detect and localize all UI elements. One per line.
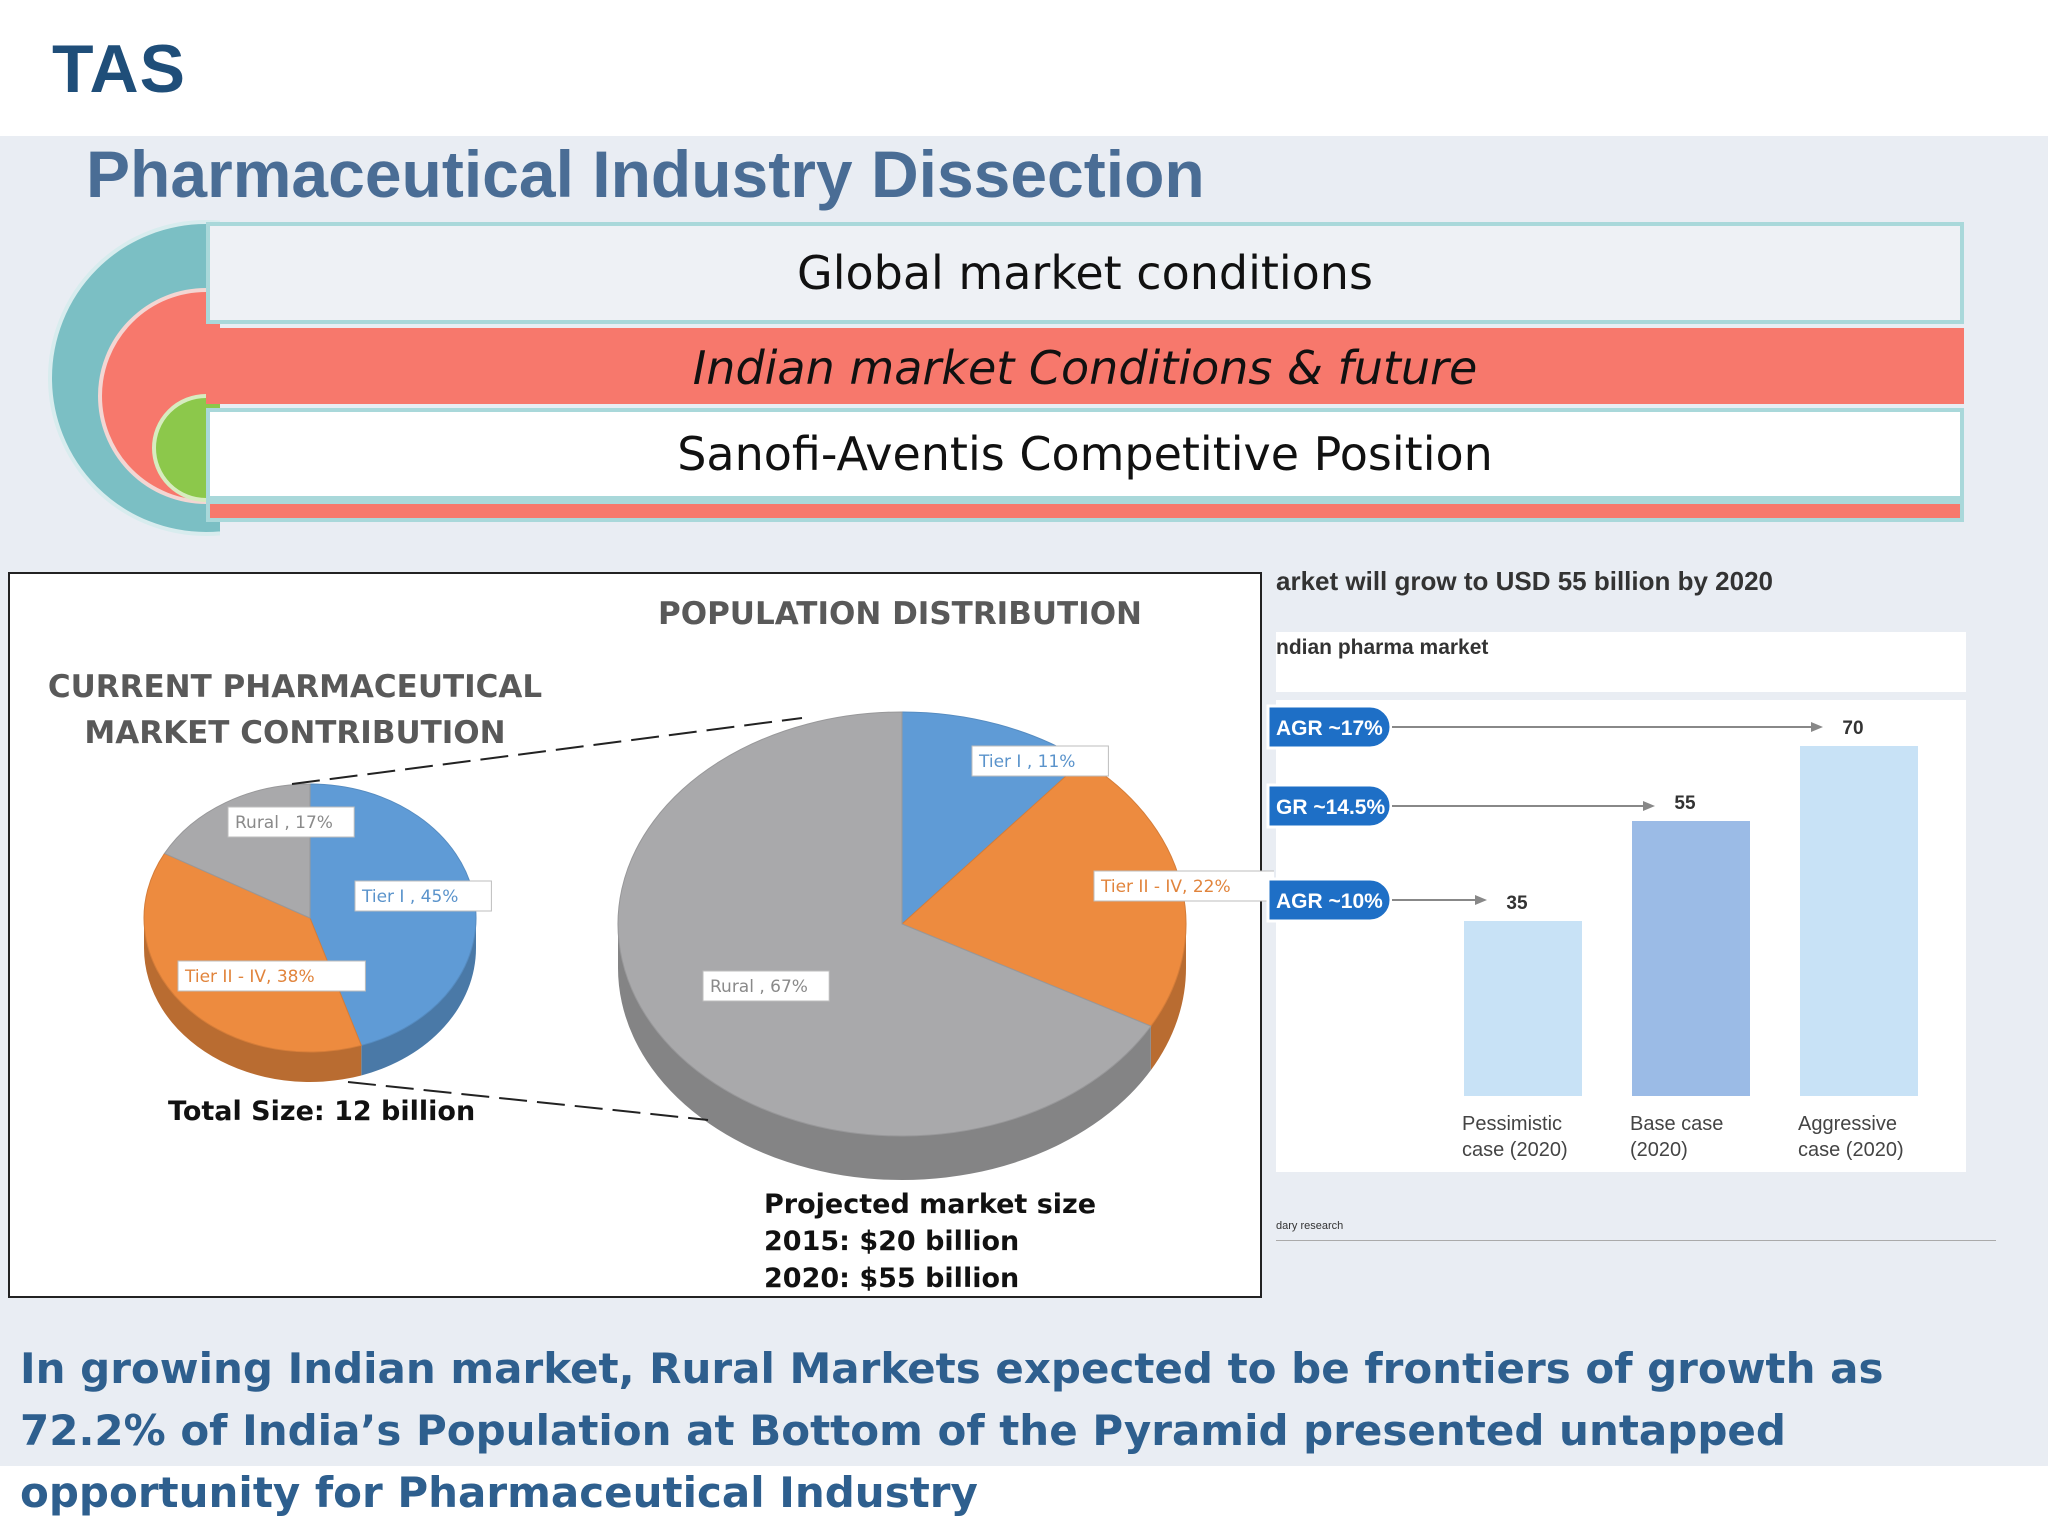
section-bar-accent bbox=[206, 500, 1964, 522]
pie-2-label-box-2 bbox=[702, 970, 830, 1002]
pie-1: Tier I , 45% Tier II - IV, 38% Rural , 17% bbox=[143, 783, 492, 1082]
source-divider bbox=[1276, 1240, 1996, 1241]
pie-1-label-2: Rural , 17% bbox=[235, 813, 333, 833]
projected-line3: 2020: $55 billion bbox=[764, 1263, 1020, 1294]
growth-label-1: GR ~14.5% bbox=[1276, 796, 1385, 819]
pie-1-label-box-0 bbox=[354, 880, 492, 912]
growth-badge-2: AGR ~17% bbox=[1266, 704, 1823, 750]
pie-2-label-0: Tier I , 11% bbox=[978, 752, 1075, 772]
growth-label-2: AGR ~17% bbox=[1276, 717, 1383, 740]
pie-1-label-0: Tier I , 45% bbox=[361, 887, 458, 907]
pie-1-label-box-1 bbox=[177, 960, 366, 992]
current-caption-line2: MARKET CONTRIBUTION bbox=[84, 715, 506, 751]
pie-2-side-2 bbox=[618, 924, 1151, 1181]
connector-top bbox=[291, 717, 803, 785]
pie-1-label-1: Tier II - IV, 38% bbox=[184, 967, 315, 987]
growth-title: arket will grow to USD 55 billion by 202… bbox=[1276, 566, 1774, 596]
bar-category-2-0: Aggressive bbox=[1798, 1113, 1897, 1135]
growth-pill-2 bbox=[1266, 704, 1393, 750]
source-note: dary research bbox=[1276, 1220, 1344, 1232]
bar-category-0-1: case (2020) bbox=[1462, 1139, 1568, 1161]
section-indian-market[interactable]: Indian market Conditions & future bbox=[206, 328, 1964, 404]
projected-market-size: Projected market size 2015: $20 billion … bbox=[764, 1186, 1096, 1297]
growth-arrowhead-0 bbox=[1475, 895, 1487, 905]
projected-line2: 2015: $20 billion bbox=[764, 1226, 1020, 1257]
bar-group-2: 70 Aggressive case (2020) bbox=[1798, 718, 1918, 1161]
bar-0 bbox=[1464, 921, 1582, 1096]
page-title: Pharmaceutical Industry Dissection bbox=[86, 137, 1205, 211]
bar-value-0: 35 bbox=[1506, 893, 1528, 914]
growth-pill-0 bbox=[1266, 877, 1393, 923]
bar-category-0-0: Pessimistic bbox=[1462, 1113, 1562, 1135]
bar-value-1: 55 bbox=[1674, 793, 1696, 814]
bar-value-2: 70 bbox=[1842, 718, 1863, 739]
pie-2-slice-2 bbox=[617, 711, 1152, 1137]
section-global-market[interactable]: Global market conditions bbox=[206, 222, 1964, 324]
growth-badge-0: AGR ~10% bbox=[1266, 877, 1487, 923]
growth-pill-1 bbox=[1266, 783, 1393, 829]
pie-1-side-1 bbox=[143, 918, 362, 1082]
pie-connectors bbox=[291, 717, 803, 1121]
pie-2-side-1 bbox=[1150, 924, 1186, 1071]
pie-2-label-box-0 bbox=[971, 745, 1109, 777]
bar-category-1-0: Base case bbox=[1630, 1113, 1723, 1135]
growth-arrowhead-1 bbox=[1643, 801, 1655, 811]
growth-subtitle: ndian pharma market bbox=[1276, 636, 1489, 659]
growth-badge-1: GR ~14.5% bbox=[1266, 783, 1655, 829]
current-caption-line1: CURRENT PHARMACEUTICAL bbox=[47, 669, 543, 705]
population-caption: POPULATION DISTRIBUTION bbox=[658, 596, 1142, 632]
bar-group-0: 35 Pessimistic case (2020) bbox=[1462, 893, 1582, 1161]
connector-bottom bbox=[347, 1081, 709, 1121]
pie-1-side-0 bbox=[361, 918, 476, 1076]
section-sanofi-position[interactable]: Sanofi-Aventis Competitive Position bbox=[206, 408, 1964, 500]
pie-2-label-1: Tier II - IV, 22% bbox=[1100, 877, 1231, 897]
pie-2-label-2: Rural , 67% bbox=[710, 977, 808, 997]
bar-group-1: 55 Base case (2020) bbox=[1630, 793, 1750, 1161]
pie-2: Tier I , 11% Tier II - IV, 22% Rural , 67% bbox=[617, 711, 1282, 1181]
projected-line1: Projected market size bbox=[764, 1189, 1097, 1220]
total-size-label: Total Size: 12 billion bbox=[168, 1096, 476, 1127]
bar-category-2-1: case (2020) bbox=[1798, 1139, 1904, 1161]
growth-label-0: AGR ~10% bbox=[1276, 890, 1383, 913]
bar-2 bbox=[1800, 746, 1918, 1096]
pie-1-label-box-2 bbox=[227, 806, 355, 838]
pie-1-slice-1 bbox=[143, 852, 362, 1053]
growth-arrowhead-2 bbox=[1811, 722, 1823, 732]
pie-2-label-box-1 bbox=[1093, 870, 1282, 902]
current-market-caption: CURRENT PHARMACEUTICAL MARKET CONTRIBUTI… bbox=[40, 664, 550, 756]
footer-insight: In growing Indian market, Rural Markets … bbox=[20, 1344, 1884, 1517]
growth-subtitle-box bbox=[1276, 632, 1966, 692]
bar-1 bbox=[1632, 821, 1750, 1096]
logo: TAS bbox=[52, 31, 186, 107]
bar-category-1-1: (2020) bbox=[1630, 1139, 1688, 1161]
